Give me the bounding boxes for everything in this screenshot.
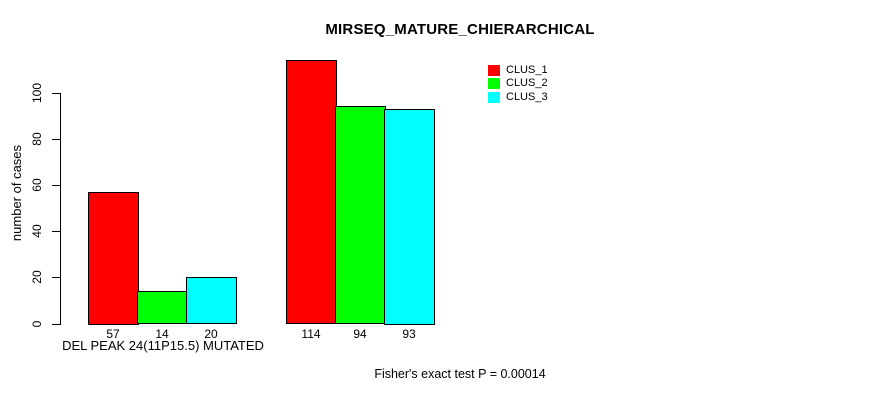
bar-clus_3-group2 xyxy=(384,109,435,325)
legend-label: CLUS_2 xyxy=(506,77,548,89)
y-axis-tick-label: 100 xyxy=(30,82,44,104)
y-axis-tick-label: 40 xyxy=(30,224,44,238)
bar-clus_3-group1 xyxy=(186,277,237,324)
y-axis-tick xyxy=(52,93,60,94)
x-axis-group-label: DEL PEAK 24(11P15.5) MUTATED xyxy=(62,338,264,353)
legend-swatch-clus_3 xyxy=(488,92,500,103)
bar-clus_2-group2 xyxy=(335,106,386,324)
legend-swatch-clus_1 xyxy=(488,65,500,76)
bar-value-label: 20 xyxy=(204,326,218,341)
y-axis-tick-label: 20 xyxy=(30,270,44,284)
y-axis-label: number of cases xyxy=(9,144,24,242)
bar-value-label: 114 xyxy=(301,326,321,341)
bar-clus_1-group1 xyxy=(88,192,139,325)
footer-stat-text: Fisher's exact test P = 0.00014 xyxy=(374,367,546,381)
y-axis-tick xyxy=(52,324,60,325)
y-axis-tick-label: 60 xyxy=(30,178,44,192)
chart-title: MIRSEQ_MATURE_CHIERARCHICAL xyxy=(325,21,595,38)
bar-value-label: 93 xyxy=(402,326,416,341)
bar-clus_2-group1 xyxy=(137,291,188,324)
y-axis-tick xyxy=(52,185,60,186)
y-axis-tick-label: 80 xyxy=(30,132,44,146)
y-axis-tick xyxy=(52,277,60,278)
bar-value-label: 57 xyxy=(106,326,120,341)
bar-clus_1-group2 xyxy=(286,60,337,324)
bar-value-label: 94 xyxy=(353,326,367,341)
legend-swatch-clus_2 xyxy=(488,78,500,89)
legend-label: CLUS_1 xyxy=(506,64,548,76)
y-axis-line xyxy=(60,93,61,325)
y-axis-tick xyxy=(52,231,60,232)
bar-value-label: 14 xyxy=(155,326,169,341)
y-axis-tick xyxy=(52,139,60,140)
legend-label: CLUS_3 xyxy=(506,91,548,103)
